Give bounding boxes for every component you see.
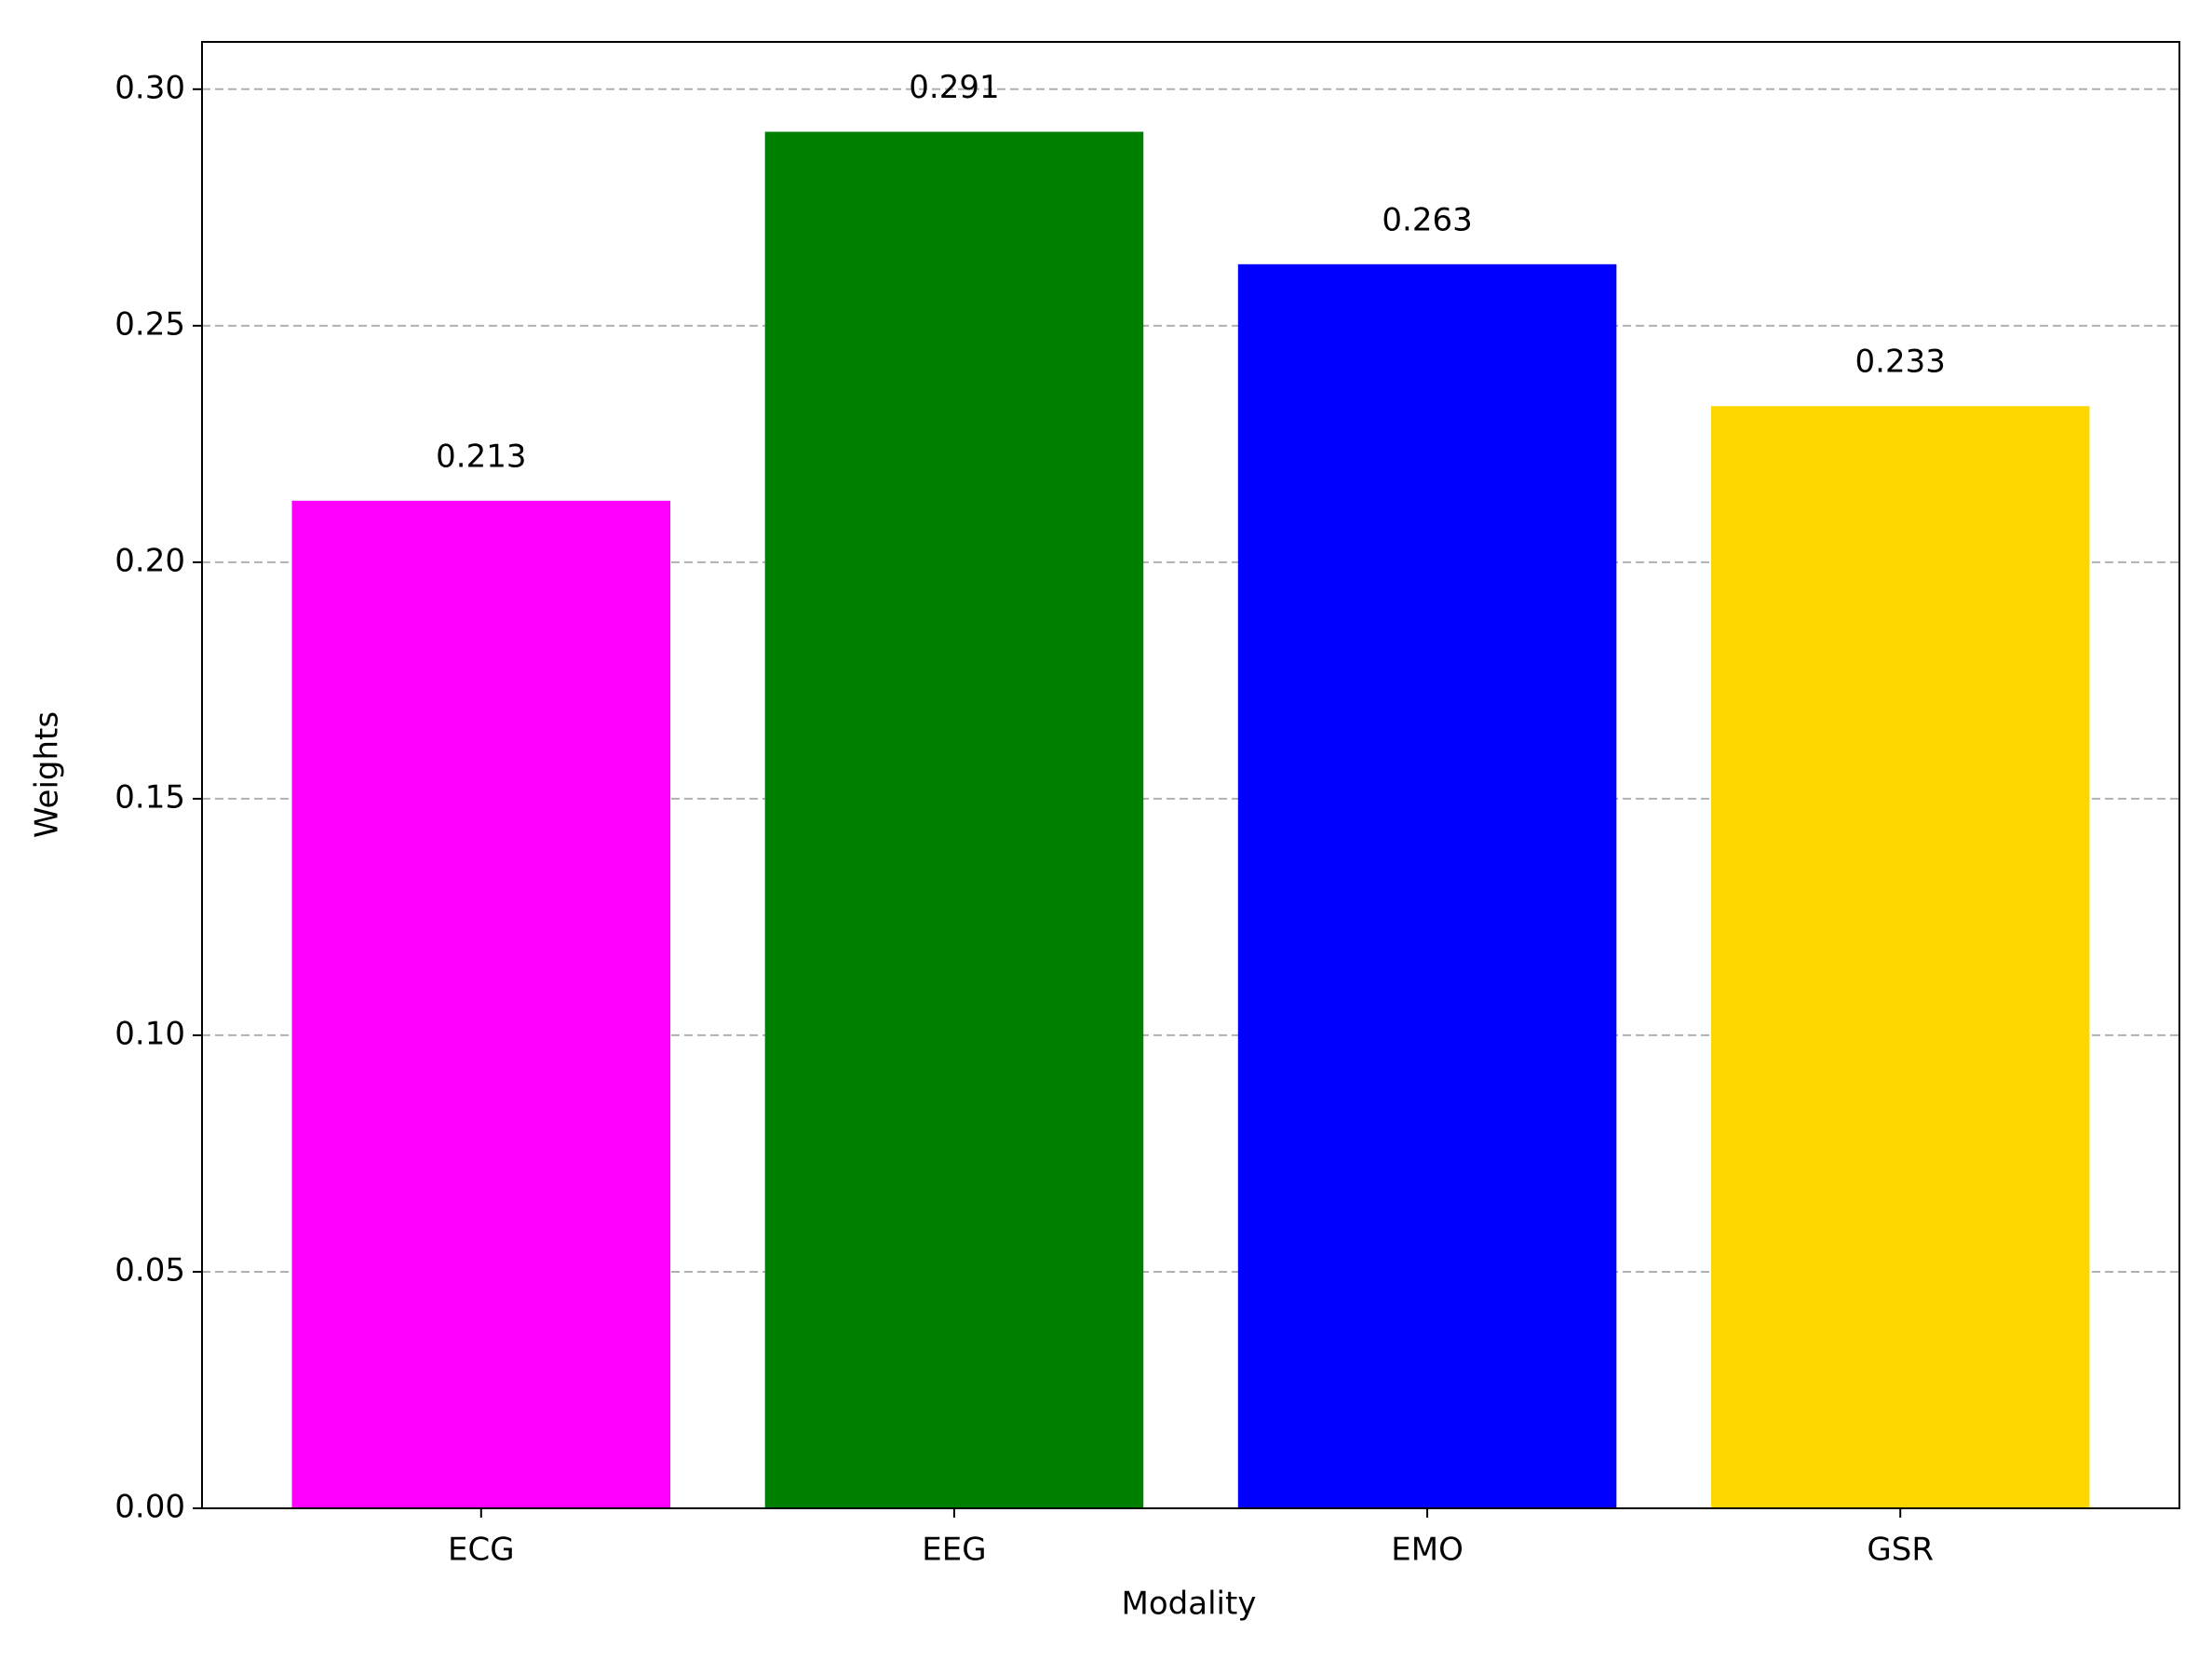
x-tick-label: EMO bbox=[1391, 1532, 1463, 1569]
x-tick-label: GSR bbox=[1867, 1532, 1934, 1569]
value-label: 0.291 bbox=[909, 69, 999, 106]
y-tick-label: 0.25 bbox=[115, 305, 185, 343]
x-tick-label: EEG bbox=[922, 1532, 986, 1569]
value-label: 0.213 bbox=[436, 438, 526, 475]
y-tick-label: 0.30 bbox=[115, 69, 185, 106]
y-tick-label: 0.20 bbox=[115, 542, 185, 579]
y-tick-label: 0.10 bbox=[115, 1015, 185, 1052]
bar bbox=[291, 500, 671, 1509]
value-label: 0.233 bbox=[1855, 344, 1946, 381]
bar bbox=[1710, 406, 2090, 1508]
y-tick-label: 0.15 bbox=[115, 778, 185, 816]
plot-frame bbox=[201, 41, 2180, 1509]
x-tick-label: ECG bbox=[448, 1532, 515, 1569]
bar bbox=[764, 131, 1144, 1509]
y-tick-label: 0.00 bbox=[115, 1489, 185, 1526]
bar bbox=[1237, 263, 1617, 1509]
value-label: 0.263 bbox=[1382, 201, 1472, 238]
y-axis-label: Weights bbox=[29, 711, 66, 838]
x-axis-label: Modality bbox=[1122, 1586, 1257, 1623]
y-tick-label: 0.05 bbox=[115, 1251, 185, 1289]
